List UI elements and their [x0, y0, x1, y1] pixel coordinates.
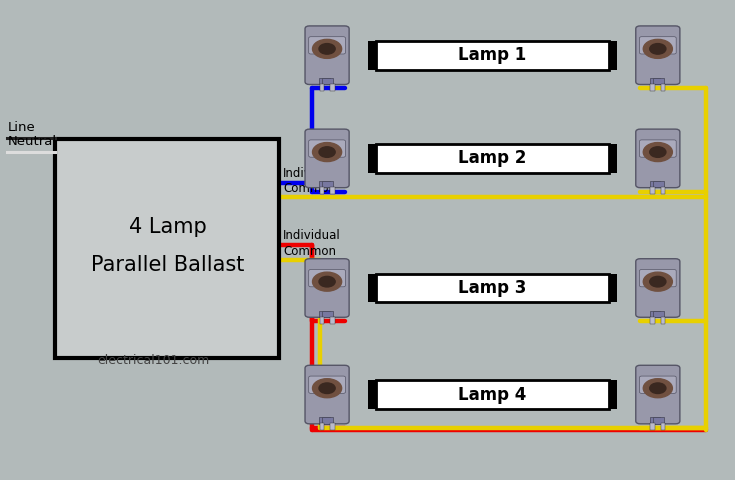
Bar	[650, 423, 655, 431]
Text: Common: Common	[283, 245, 336, 258]
Text: Individual: Individual	[283, 168, 341, 180]
Bar	[653, 181, 664, 187]
Bar	[661, 84, 665, 91]
FancyBboxPatch shape	[636, 26, 680, 84]
Text: Lamp 2: Lamp 2	[458, 149, 527, 168]
Circle shape	[643, 272, 673, 291]
Bar	[330, 187, 334, 194]
Bar	[55, 139, 279, 358]
Bar	[330, 423, 334, 431]
Bar	[368, 144, 376, 173]
Bar	[653, 311, 664, 317]
Bar	[368, 274, 376, 302]
Bar	[319, 78, 329, 84]
Bar	[653, 417, 664, 424]
Circle shape	[312, 39, 342, 59]
Text: Parallel Ballast: Parallel Ballast	[91, 255, 244, 275]
Bar	[368, 41, 376, 70]
Bar	[323, 78, 333, 84]
FancyBboxPatch shape	[639, 269, 676, 287]
Bar	[319, 417, 329, 424]
Circle shape	[319, 147, 335, 157]
Text: Neutral: Neutral	[7, 135, 57, 148]
Bar	[368, 380, 376, 409]
Text: 4 Lamp: 4 Lamp	[129, 216, 207, 237]
Text: Lamp 4: Lamp 4	[458, 385, 527, 404]
Circle shape	[312, 143, 342, 162]
Bar	[609, 144, 617, 173]
Bar	[319, 311, 329, 317]
FancyBboxPatch shape	[376, 144, 609, 173]
FancyBboxPatch shape	[309, 269, 345, 287]
Bar	[661, 316, 665, 324]
Bar	[320, 316, 324, 324]
Bar	[650, 417, 660, 424]
Circle shape	[319, 276, 335, 287]
Circle shape	[319, 44, 335, 54]
Circle shape	[319, 383, 335, 394]
Circle shape	[650, 383, 666, 394]
Bar	[661, 423, 665, 431]
FancyBboxPatch shape	[636, 259, 680, 317]
Text: electrical101.com: electrical101.com	[97, 354, 209, 368]
Bar	[323, 181, 333, 187]
Bar	[330, 84, 334, 91]
FancyBboxPatch shape	[636, 129, 680, 188]
Bar	[323, 417, 333, 424]
FancyBboxPatch shape	[639, 376, 676, 394]
Text: Common: Common	[283, 182, 336, 195]
FancyBboxPatch shape	[305, 26, 349, 84]
FancyBboxPatch shape	[639, 36, 676, 54]
FancyBboxPatch shape	[639, 140, 676, 157]
FancyBboxPatch shape	[309, 376, 345, 394]
FancyBboxPatch shape	[376, 380, 609, 409]
Bar	[650, 311, 660, 317]
FancyBboxPatch shape	[309, 36, 345, 54]
Bar	[661, 187, 665, 194]
Text: Individual: Individual	[283, 229, 341, 242]
Bar	[330, 316, 334, 324]
Bar	[320, 423, 324, 431]
Bar	[323, 311, 333, 317]
FancyBboxPatch shape	[305, 365, 349, 424]
Bar	[319, 181, 329, 187]
Bar	[650, 181, 660, 187]
Circle shape	[650, 44, 666, 54]
Circle shape	[643, 39, 673, 59]
Bar	[650, 187, 655, 194]
FancyBboxPatch shape	[309, 140, 345, 157]
Circle shape	[643, 143, 673, 162]
FancyBboxPatch shape	[305, 129, 349, 188]
Text: Lamp 3: Lamp 3	[458, 279, 527, 297]
Circle shape	[643, 379, 673, 398]
Bar	[653, 78, 664, 84]
FancyBboxPatch shape	[376, 41, 609, 70]
Circle shape	[312, 272, 342, 291]
Bar	[609, 380, 617, 409]
FancyBboxPatch shape	[376, 274, 609, 302]
Bar	[320, 187, 324, 194]
FancyBboxPatch shape	[305, 259, 349, 317]
Circle shape	[650, 276, 666, 287]
Circle shape	[650, 147, 666, 157]
FancyBboxPatch shape	[636, 365, 680, 424]
Circle shape	[312, 379, 342, 398]
Text: Line: Line	[7, 121, 35, 134]
Text: Lamp 1: Lamp 1	[459, 46, 526, 64]
Bar	[650, 316, 655, 324]
Bar	[609, 274, 617, 302]
Bar	[650, 78, 660, 84]
Bar	[320, 84, 324, 91]
Bar	[609, 41, 617, 70]
Bar	[650, 84, 655, 91]
